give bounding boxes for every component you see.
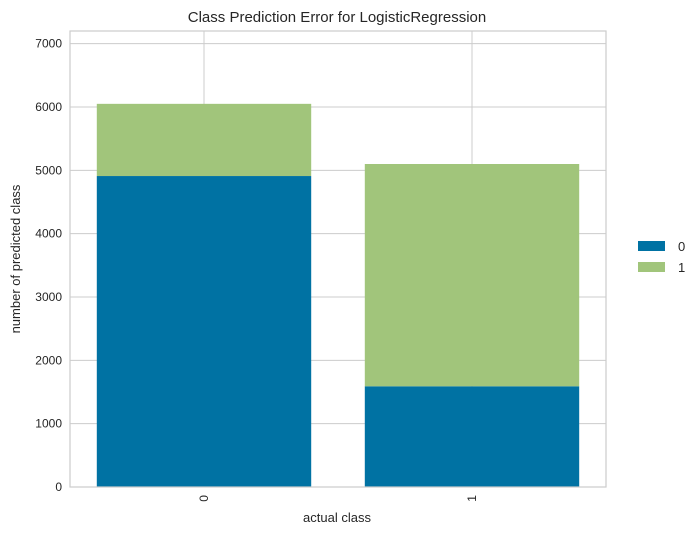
ticks-layer: 0 1000 2000 3000 4000 5000 6000 7000 0 1	[35, 37, 479, 502]
y-tick-label: 3000	[35, 290, 62, 304]
bar-actual-1-predicted-0	[364, 386, 580, 487]
legend-label-1: 1	[678, 260, 685, 275]
legend: 01	[638, 239, 685, 275]
legend-swatch-1	[638, 262, 665, 272]
y-axis-label: number of predicted class	[8, 184, 23, 333]
y-tick-label: 7000	[35, 37, 62, 51]
x-axis-label: actual class	[303, 510, 371, 525]
bar-actual-0-predicted-1	[96, 103, 312, 177]
y-tick-label: 6000	[35, 100, 62, 114]
legend-label-0: 0	[678, 239, 685, 254]
y-tick-label: 2000	[35, 353, 62, 367]
chart-title: Class Prediction Error for LogisticRegre…	[188, 9, 486, 26]
bars-layer	[96, 103, 580, 488]
y-tick-label: 5000	[35, 163, 62, 177]
legend-swatch-0	[638, 241, 665, 251]
y-tick-label: 0	[55, 480, 62, 494]
bar-actual-1-predicted-1	[364, 164, 580, 387]
y-tick-label: 4000	[35, 227, 62, 241]
x-tick-label: 1	[465, 495, 479, 502]
y-tick-label: 1000	[35, 417, 62, 431]
x-tick-label: 0	[197, 495, 211, 502]
plot-frame	[69, 30, 607, 488]
bar-actual-0-predicted-0	[96, 176, 312, 488]
